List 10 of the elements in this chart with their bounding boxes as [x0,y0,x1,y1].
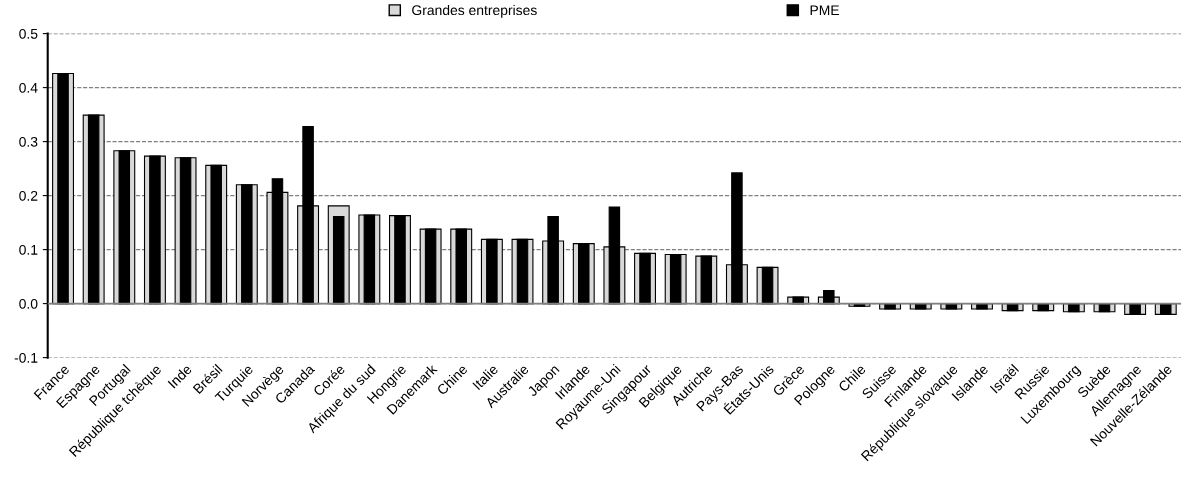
y-tick-label: 0.5 [19,28,38,39]
x-tick-label: Inde [167,363,193,389]
y-tick-label: 0.3 [19,136,38,147]
y-tick-label: -0.1 [14,352,38,363]
y-tick-label: 0.4 [19,82,38,93]
legend-label: PME [810,5,839,15]
y-tick-label: 0.2 [19,190,38,201]
legend-label: Grandes entreprises [412,4,537,18]
y-tick-label: 0.0 [19,298,38,309]
y-tick-label: 0.1 [19,244,38,255]
